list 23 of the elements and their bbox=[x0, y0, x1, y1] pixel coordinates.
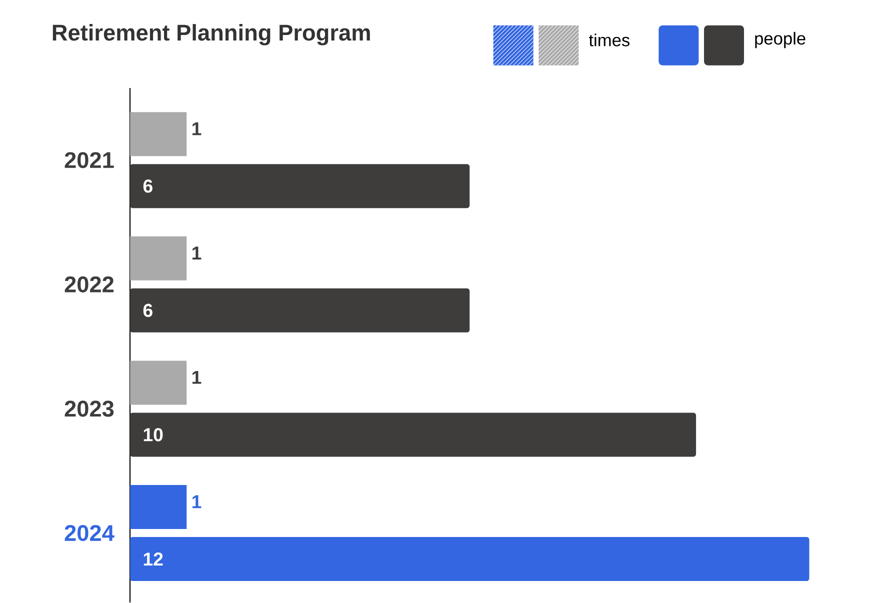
data-label: 1 bbox=[192, 371, 202, 384]
y-tick-label: 2021 bbox=[64, 152, 114, 168]
y-tick-label: 2023 bbox=[64, 400, 114, 417]
legend-label: times bbox=[588, 34, 630, 47]
bar bbox=[130, 288, 470, 333]
bar bbox=[130, 112, 187, 156]
y-tick-label: 2024 bbox=[64, 525, 114, 542]
legend-label: people bbox=[755, 32, 806, 48]
data-label: 10 bbox=[144, 428, 163, 442]
chart-title: Retirement Planning Program bbox=[52, 24, 370, 46]
data-label: 1 bbox=[192, 246, 202, 260]
data-label: 12 bbox=[144, 552, 163, 566]
data-label: 6 bbox=[143, 304, 152, 318]
bar bbox=[130, 485, 187, 530]
y-tick-label: 2022 bbox=[64, 276, 114, 293]
bar bbox=[130, 236, 187, 281]
data-label: 1 bbox=[192, 122, 202, 136]
data-label: 1 bbox=[192, 495, 202, 508]
bar bbox=[130, 412, 696, 457]
bar bbox=[130, 537, 810, 582]
bar bbox=[130, 360, 187, 405]
data-label: 6 bbox=[143, 180, 152, 193]
bar bbox=[130, 164, 470, 208]
